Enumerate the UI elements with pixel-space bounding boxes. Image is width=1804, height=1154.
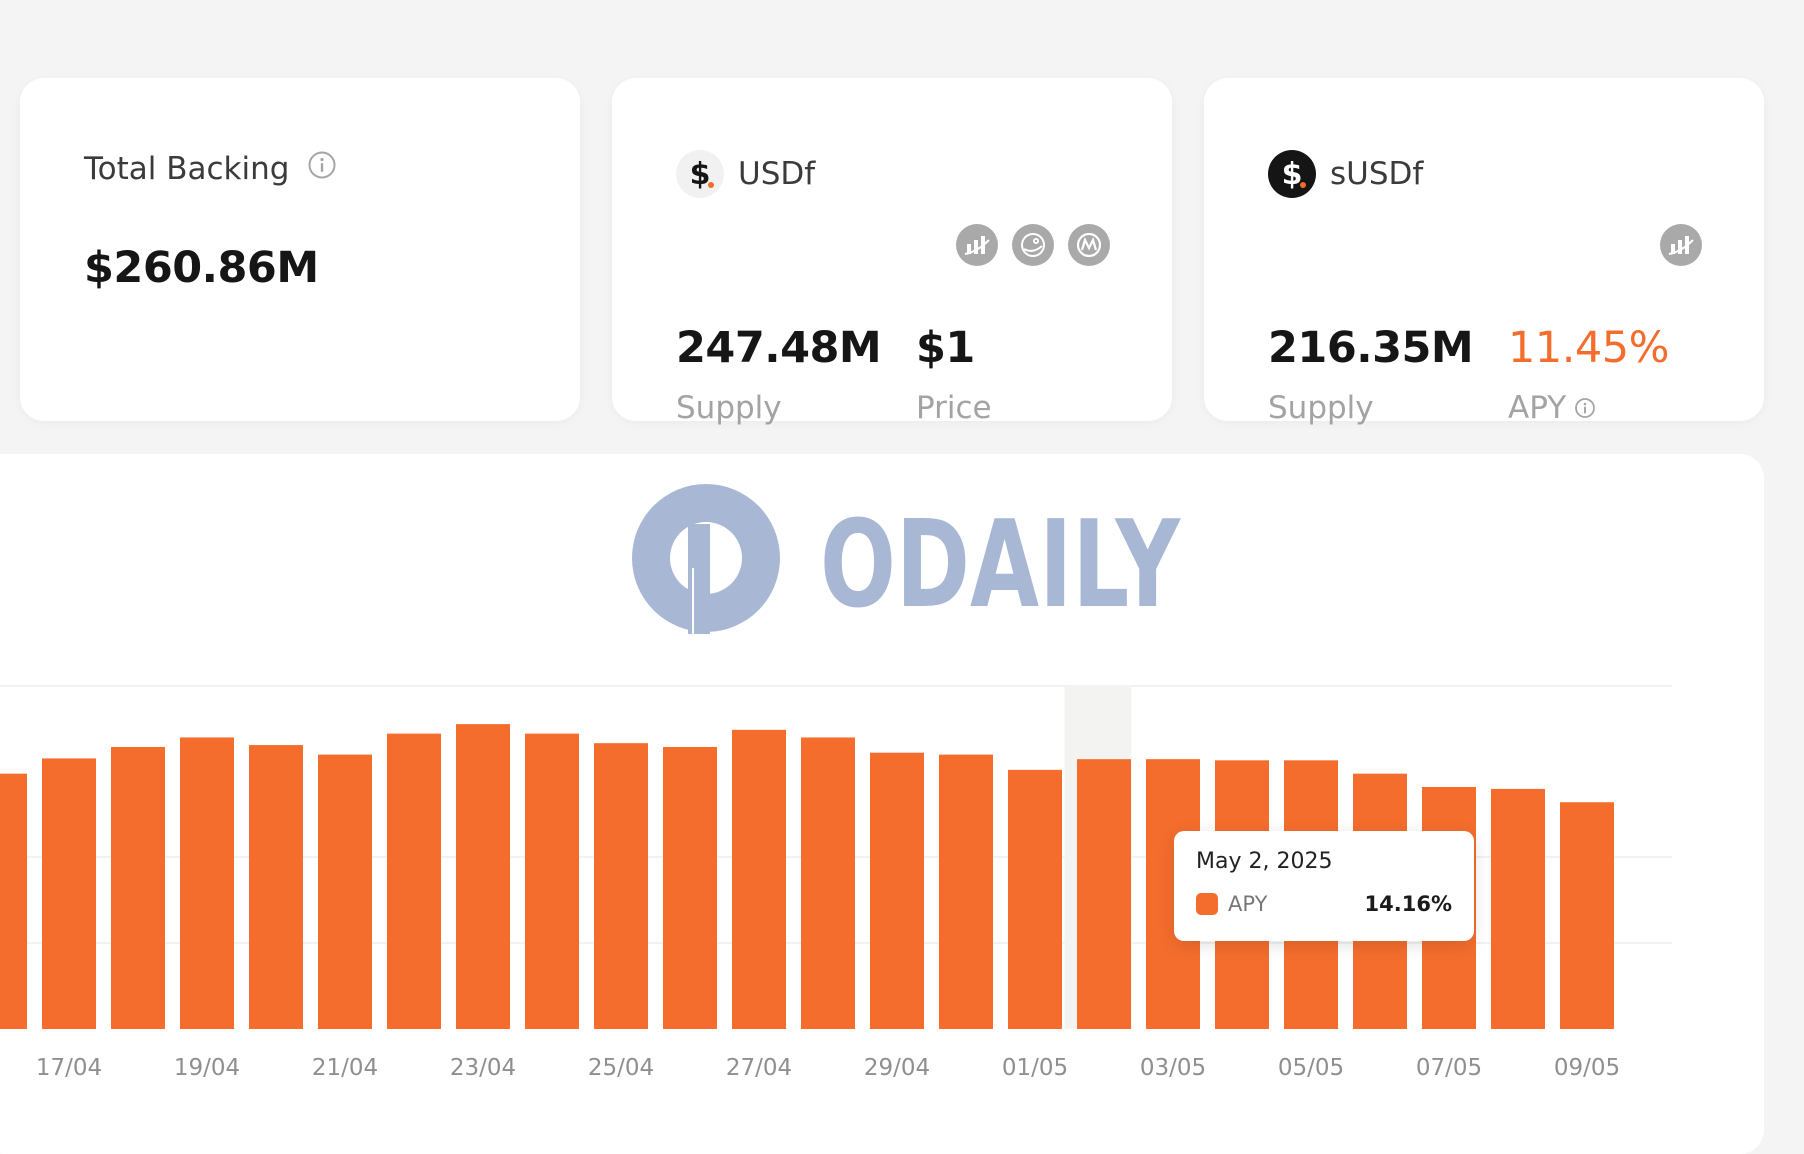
- chart-bar[interactable]: [939, 754, 993, 1029]
- chart-bar[interactable]: [249, 745, 303, 1029]
- susdf-links: [1660, 224, 1702, 266]
- x-tick-label: 05/05: [1278, 1055, 1344, 1081]
- chart-bar[interactable]: [1491, 788, 1545, 1029]
- susdf-apy-label: APY: [1508, 390, 1596, 426]
- tooltip-label: APY: [1228, 892, 1268, 916]
- chart-bar[interactable]: [42, 758, 96, 1029]
- usdf-price-label: Price: [916, 390, 992, 426]
- usdf-links: [956, 224, 1110, 266]
- susdf-supply-value: 216.35M: [1268, 323, 1474, 373]
- tooltip-swatch: [1196, 893, 1218, 915]
- usdf-price-value: $1: [916, 323, 975, 373]
- x-tick-label: 19/04: [174, 1055, 240, 1081]
- susdf-name: sUSDf: [1330, 156, 1424, 192]
- susdf-logo-icon: $: [1268, 150, 1316, 198]
- susdf-title: $ sUSDf: [1268, 150, 1423, 198]
- defillama-icon[interactable]: [956, 224, 998, 266]
- chart-tooltip: May 2, 2025 APY 14.16%: [1174, 831, 1474, 941]
- tooltip-value: 14.16%: [1364, 892, 1452, 916]
- defillama-icon[interactable]: [1660, 224, 1702, 266]
- x-tick-label: 29/04: [864, 1055, 930, 1081]
- x-tick-label: 01/05: [1002, 1055, 1068, 1081]
- usdf-supply-label: Supply: [676, 390, 782, 426]
- info-icon[interactable]: [307, 150, 337, 188]
- total-backing-label: Total Backing: [84, 151, 290, 187]
- chart-bar[interactable]: [1560, 802, 1614, 1029]
- x-tick-label: 09/05: [1554, 1055, 1620, 1081]
- chart-bar[interactable]: [870, 752, 924, 1029]
- usdf-title: $ USDf: [676, 150, 815, 198]
- odaily-logo-icon: ODAILY: [632, 484, 1182, 638]
- usdf-card: $ USDf 247.48M Supply $1 Price: [612, 78, 1172, 426]
- usdf-logo-icon: $: [676, 150, 724, 198]
- total-backing-value: $260.86M: [84, 243, 319, 293]
- x-tick-label: 27/04: [726, 1055, 792, 1081]
- total-backing-title: Total Backing: [84, 150, 337, 188]
- susdf-card: $ sUSDf 216.35M Supply 11.45% APY: [1204, 78, 1764, 426]
- watermark-text: ODAILY: [820, 496, 1182, 635]
- odaily-watermark: ODAILY: [630, 484, 1190, 648]
- x-tick-label: 03/05: [1140, 1055, 1206, 1081]
- apy-bar-chart[interactable]: 17/04 19/04 21/04 23/04 25/04 27/04 29/04 01/05…: [0, 0, 1804, 1120]
- tooltip-row: APY 14.16%: [1196, 892, 1452, 916]
- chart-bar[interactable]: [180, 737, 234, 1029]
- tooltip-date: May 2, 2025: [1196, 849, 1333, 874]
- coingecko-icon[interactable]: [1012, 224, 1054, 266]
- chart-bar[interactable]: [318, 754, 372, 1029]
- chart-bar[interactable]: [1077, 759, 1131, 1029]
- chart-bar[interactable]: [525, 733, 579, 1029]
- susdf-supply-label: Supply: [1268, 390, 1374, 426]
- x-tick-label: 21/04: [312, 1055, 378, 1081]
- info-icon[interactable]: [1574, 397, 1596, 419]
- chart-bar[interactable]: [1008, 769, 1062, 1029]
- chart-bar[interactable]: [732, 729, 786, 1029]
- usdf-name: USDf: [738, 156, 816, 192]
- chart-bar[interactable]: [801, 737, 855, 1029]
- chart-bar[interactable]: [594, 743, 648, 1029]
- total-backing-card: Total Backing $260.86M: [20, 78, 580, 421]
- chart-bar[interactable]: [456, 724, 510, 1029]
- chart-bar[interactable]: [111, 746, 165, 1029]
- chart-bar[interactable]: [663, 746, 717, 1029]
- x-tick-label: 25/04: [588, 1055, 654, 1081]
- usdf-supply-value: 247.48M: [676, 323, 882, 373]
- susdf-apy-value: 11.45%: [1508, 323, 1669, 373]
- x-tick-label: 23/04: [450, 1055, 516, 1081]
- chart-bar[interactable]: [0, 773, 27, 1029]
- x-tick-label: 07/05: [1416, 1055, 1482, 1081]
- x-tick-label: 17/04: [36, 1055, 102, 1081]
- chart-bar[interactable]: [387, 733, 441, 1029]
- coinmarketcap-icon[interactable]: [1068, 224, 1110, 266]
